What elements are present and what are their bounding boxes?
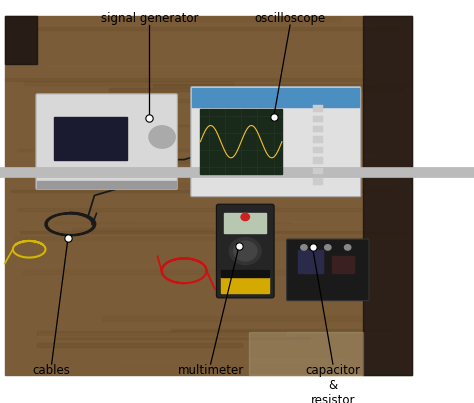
Bar bbox=[221, 277, 269, 293]
Bar bbox=[332, 256, 354, 273]
Text: cables: cables bbox=[33, 364, 71, 377]
Point bbox=[146, 115, 153, 122]
Bar bbox=[20, 231, 407, 233]
Bar bbox=[11, 190, 392, 192]
Bar bbox=[38, 27, 401, 30]
Bar bbox=[5, 16, 37, 64]
Bar bbox=[23, 270, 300, 274]
Bar bbox=[38, 334, 291, 337]
Bar bbox=[37, 343, 242, 347]
Bar bbox=[17, 208, 363, 211]
Bar bbox=[24, 81, 233, 85]
Circle shape bbox=[345, 245, 351, 250]
Bar bbox=[0, 168, 474, 177]
Circle shape bbox=[241, 213, 249, 220]
Bar bbox=[109, 88, 404, 91]
Bar bbox=[298, 250, 323, 273]
Bar bbox=[0, 168, 474, 177]
Bar bbox=[15, 25, 375, 27]
Bar bbox=[0, 168, 474, 177]
Point bbox=[270, 113, 278, 120]
Bar bbox=[201, 109, 282, 174]
Circle shape bbox=[325, 245, 331, 250]
Bar bbox=[37, 181, 176, 188]
Bar bbox=[312, 157, 323, 164]
Circle shape bbox=[149, 126, 175, 148]
Bar bbox=[56, 337, 310, 339]
Bar bbox=[123, 359, 344, 363]
Text: oscilloscope: oscilloscope bbox=[255, 12, 326, 25]
Text: multimeter: multimeter bbox=[177, 364, 244, 377]
Bar bbox=[154, 84, 410, 87]
Bar bbox=[249, 332, 364, 375]
Circle shape bbox=[229, 237, 261, 264]
Bar bbox=[312, 168, 323, 174]
Point bbox=[235, 243, 243, 249]
Bar bbox=[364, 16, 412, 375]
Bar bbox=[150, 17, 341, 21]
Bar bbox=[0, 168, 474, 177]
Circle shape bbox=[301, 245, 307, 250]
Bar bbox=[0, 168, 474, 177]
Text: capacitor
&
resistor: capacitor & resistor bbox=[305, 364, 360, 403]
Bar bbox=[192, 88, 359, 107]
Bar bbox=[221, 270, 269, 277]
Bar bbox=[312, 116, 323, 122]
Bar bbox=[224, 214, 266, 233]
Bar bbox=[46, 65, 362, 66]
FancyBboxPatch shape bbox=[287, 239, 369, 301]
Bar bbox=[312, 105, 323, 112]
Bar bbox=[133, 221, 315, 222]
Bar bbox=[312, 137, 323, 143]
Bar bbox=[312, 178, 323, 185]
Bar bbox=[0, 168, 474, 177]
Bar bbox=[312, 126, 323, 133]
Bar bbox=[121, 160, 321, 163]
Point bbox=[64, 235, 72, 242]
Bar bbox=[37, 330, 285, 335]
Bar bbox=[171, 329, 395, 331]
Bar bbox=[55, 125, 255, 127]
Circle shape bbox=[234, 241, 257, 261]
Bar bbox=[12, 264, 216, 267]
Bar bbox=[0, 168, 474, 177]
Bar bbox=[54, 116, 127, 160]
Bar bbox=[312, 147, 323, 153]
Bar bbox=[101, 99, 384, 102]
Bar bbox=[5, 16, 412, 375]
Text: signal generator: signal generator bbox=[100, 12, 198, 25]
FancyBboxPatch shape bbox=[191, 87, 361, 197]
Bar bbox=[102, 316, 370, 321]
Bar bbox=[17, 149, 234, 151]
Bar bbox=[52, 183, 298, 187]
Bar bbox=[55, 222, 291, 223]
Bar bbox=[0, 168, 474, 177]
Bar bbox=[73, 228, 213, 230]
Point bbox=[309, 244, 316, 251]
Bar bbox=[15, 237, 409, 241]
FancyBboxPatch shape bbox=[36, 94, 177, 189]
Bar bbox=[13, 154, 373, 156]
Bar bbox=[5, 78, 373, 81]
FancyBboxPatch shape bbox=[216, 204, 274, 298]
